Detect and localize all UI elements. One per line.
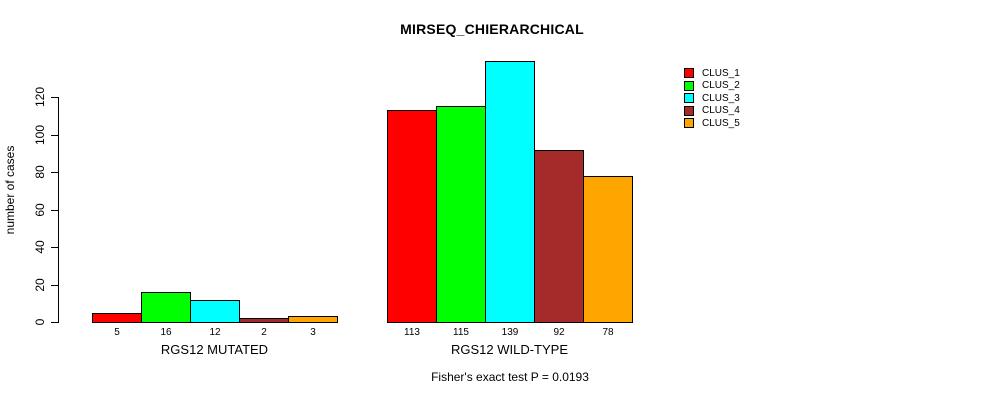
legend-entry-clus_2: CLUS_2 <box>684 80 740 92</box>
y-tick-mark <box>51 284 58 286</box>
bar-value-label: 139 <box>501 327 519 338</box>
y-tick-label: 0 <box>33 318 47 326</box>
bar-value-label: 115 <box>453 327 469 338</box>
bar-clus_2 <box>436 106 486 323</box>
bar-value-label: 2 <box>261 327 267 338</box>
y-tick-mark <box>51 247 58 248</box>
bar-value-label: 12 <box>209 327 221 338</box>
bar-clus_4 <box>239 318 289 323</box>
y-tick-mark <box>51 209 58 211</box>
legend-label: CLUS_5 <box>702 117 740 129</box>
legend-color-swatch <box>684 105 694 116</box>
y-axis-title: number of cases <box>3 145 17 235</box>
bar-value-label: 3 <box>310 327 316 338</box>
y-axis-line <box>58 97 59 323</box>
legend-entry-clus_5: CLUS_5 <box>684 117 740 129</box>
bar-value-label: 78 <box>602 327 614 338</box>
legend-entry-clus_1: CLUS_1 <box>684 67 740 79</box>
bar-clus_3 <box>485 61 535 323</box>
bar-clus_1 <box>387 110 437 323</box>
bar-value-label: 92 <box>553 327 565 338</box>
bar-clus_4 <box>534 149 584 323</box>
y-tick-label: 100 <box>33 124 47 145</box>
legend-label: CLUS_2 <box>702 80 740 92</box>
bar-clus_3 <box>190 299 240 323</box>
x-category-label: RGS12 WILD-TYPE <box>450 342 569 357</box>
legend-label: CLUS_1 <box>702 67 740 79</box>
bar-clus_2 <box>141 292 191 323</box>
bar-value-label: 16 <box>160 327 172 338</box>
legend-color-swatch <box>684 80 694 91</box>
legend-label: CLUS_3 <box>702 92 740 104</box>
y-tick-label: 20 <box>33 277 47 292</box>
y-tick-label: 80 <box>33 165 47 179</box>
bar-clus_1 <box>92 312 142 323</box>
x-category-label: RGS12 MUTATED <box>160 342 269 357</box>
legend-entry-clus_4: CLUS_4 <box>684 105 740 117</box>
y-tick-mark <box>51 172 58 173</box>
y-tick-label: 40 <box>33 240 47 254</box>
bar-clus_5 <box>583 175 633 323</box>
y-tick-label: 60 <box>33 202 47 217</box>
bar-clus_5 <box>288 316 338 323</box>
y-tick-mark <box>51 97 58 98</box>
y-tick-mark <box>51 322 58 323</box>
legend-label: CLUS_4 <box>702 105 740 117</box>
legend-color-swatch <box>684 118 694 129</box>
annotation-text: Fisher's exact test P = 0.0193 <box>431 370 589 384</box>
bar-value-label: 113 <box>404 327 420 338</box>
y-tick-label: 120 <box>33 86 47 108</box>
y-tick-mark <box>51 134 58 136</box>
legend-entry-clus_3: CLUS_3 <box>684 92 740 104</box>
legend-color-swatch <box>684 93 694 104</box>
bar-value-label: 5 <box>114 327 120 338</box>
legend-color-swatch <box>684 68 694 78</box>
chart-title: MIRSEQ_CHIERARCHICAL <box>400 21 584 37</box>
